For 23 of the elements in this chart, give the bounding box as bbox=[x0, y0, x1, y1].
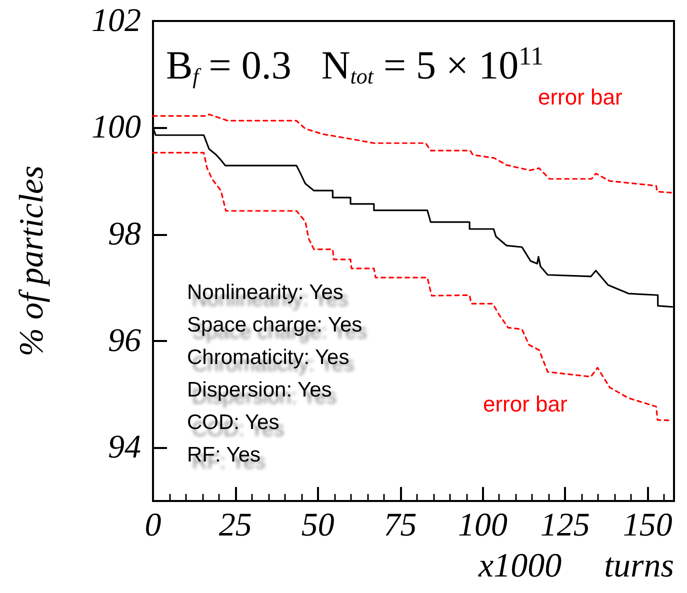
annotation: Space charge: Yes bbox=[187, 314, 362, 336]
annotation: RF: Yes bbox=[187, 444, 261, 466]
y-tick-label: 94 bbox=[108, 430, 141, 466]
y-tick-label: 98 bbox=[108, 216, 142, 252]
x-tick-label: 0 bbox=[144, 508, 162, 544]
annotation: COD: Yes bbox=[187, 411, 280, 434]
y-tick-label: 100 bbox=[92, 110, 142, 146]
y-tick-label: 96 bbox=[108, 323, 142, 359]
x-tick-label: 100 bbox=[458, 508, 508, 544]
annotation: Nonlinearity: Yes bbox=[187, 281, 344, 304]
x-tick-label: 75 bbox=[384, 508, 417, 544]
annotation: Chromaticity: Yes bbox=[187, 346, 350, 369]
x-tick-label: 125 bbox=[540, 508, 590, 544]
x-tick-label: 25 bbox=[218, 508, 252, 544]
x-axis-title: x1000 turns bbox=[478, 548, 674, 584]
annotation: Dispersion: Yes bbox=[187, 378, 332, 402]
annotation: error bar bbox=[483, 392, 568, 416]
annotation: error bar bbox=[538, 84, 622, 110]
line-series bbox=[152, 114, 674, 194]
y-tick-label: 102 bbox=[92, 3, 141, 39]
y-axis-title: % of particles bbox=[14, 166, 50, 356]
x-tick-label: 50 bbox=[301, 508, 335, 544]
x-tick-label: 150 bbox=[622, 508, 673, 544]
